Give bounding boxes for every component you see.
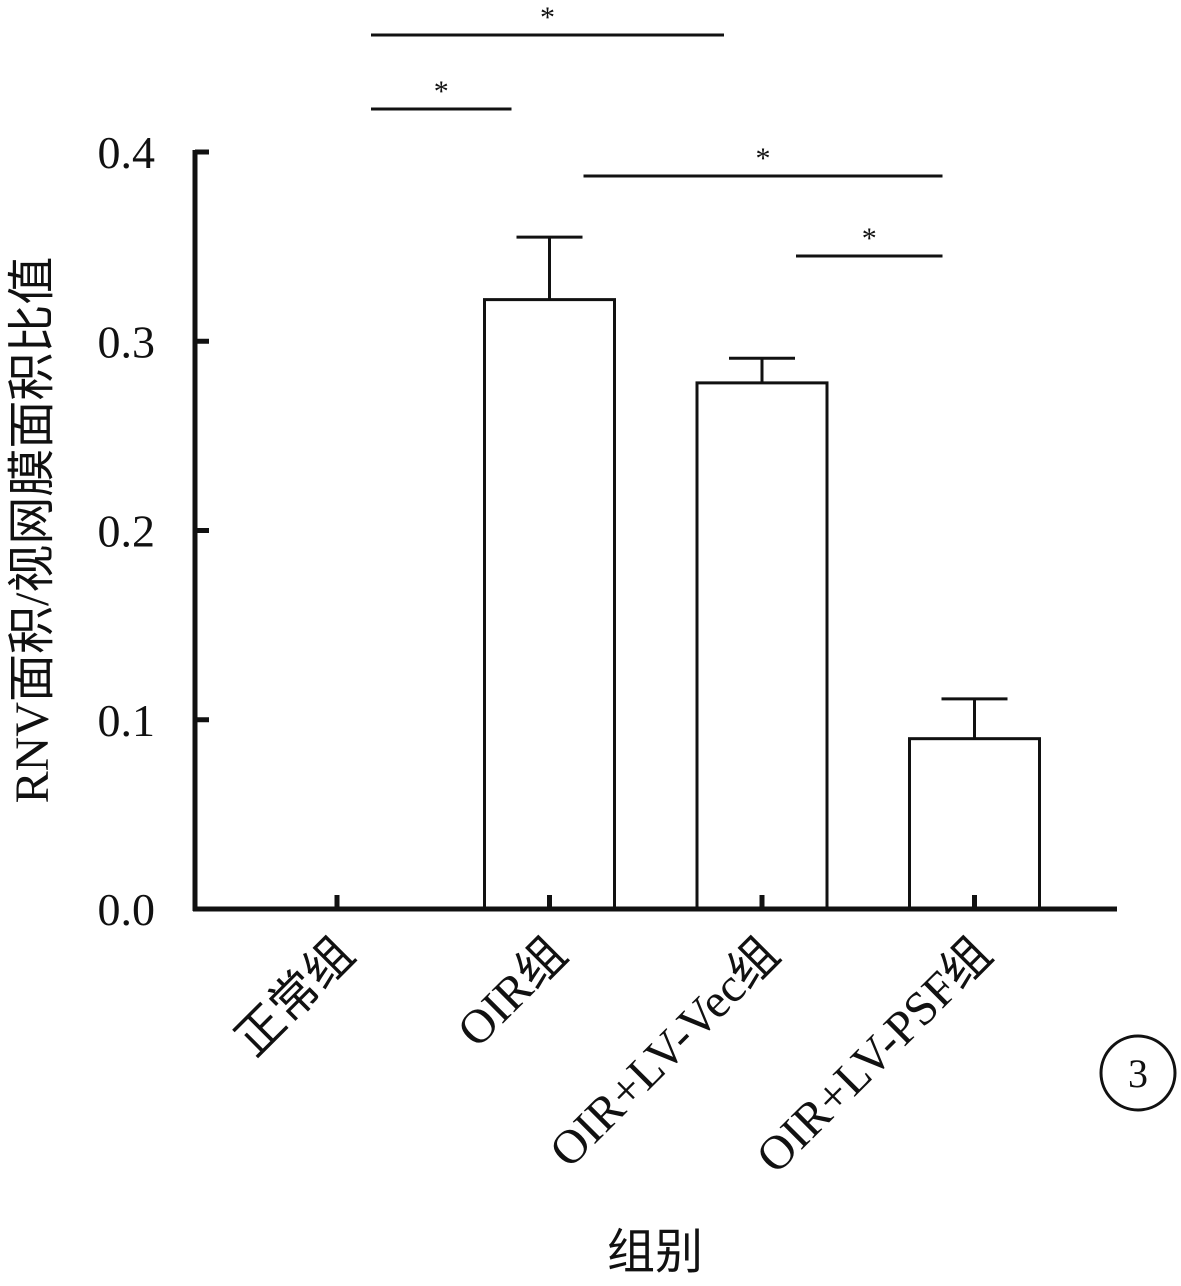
- bars-layer: [483, 298, 1041, 911]
- y-tick-label: 0.0: [98, 884, 156, 935]
- error-bars-layer: [516, 235, 1008, 739]
- significance-star: *: [862, 222, 877, 255]
- significance-layer: * * * *: [371, 1, 943, 258]
- y-tick-label: 0.4: [98, 127, 156, 178]
- y-tick-label: 0.3: [98, 316, 156, 367]
- bar: [908, 737, 1041, 911]
- significance-star: *: [540, 1, 555, 34]
- panel-number-badge: 3: [1099, 1034, 1177, 1112]
- panel-number: 3: [1128, 1051, 1148, 1096]
- x-tick-label: OIR组: [447, 927, 577, 1057]
- significance-star: *: [434, 75, 449, 108]
- y-tick-label: 0.1: [98, 695, 156, 746]
- bar: [695, 381, 829, 911]
- y-axis-title: RNV面积/视网膜面积比值: [6, 257, 59, 804]
- y-tick-label: 0.2: [98, 506, 156, 557]
- x-axis-title: 组别: [607, 1226, 703, 1279]
- y-ticks-layer: 0.0 0.1 0.2 0.3 0.4: [98, 127, 209, 935]
- bar: [483, 298, 616, 911]
- x-tick-label: 正常组: [225, 927, 364, 1066]
- panel-number-circle: [1099, 1034, 1177, 1112]
- significance-star: *: [756, 142, 771, 175]
